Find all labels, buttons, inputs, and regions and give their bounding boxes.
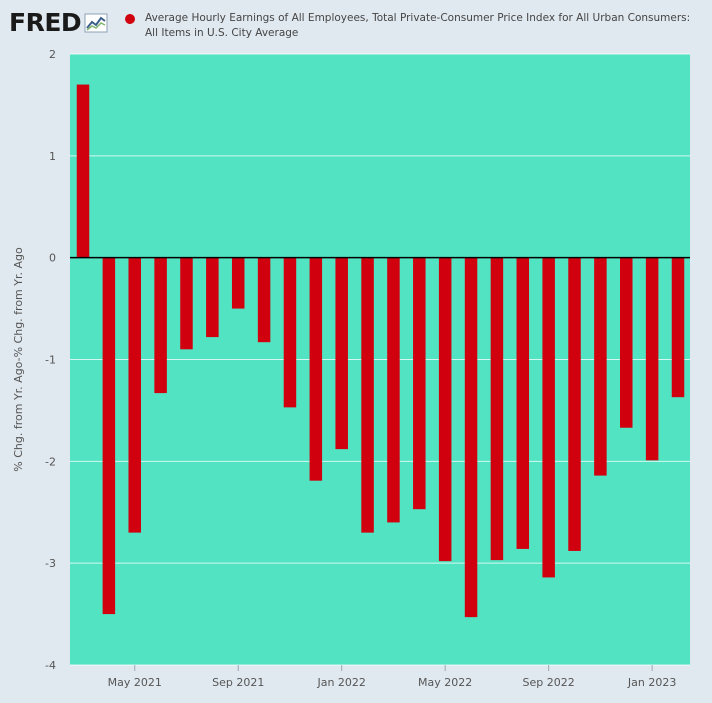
bar [516,257,530,549]
bar [76,84,90,258]
bar [309,257,323,481]
x-tick-label: Jan 2023 [627,676,676,689]
bar [464,257,478,618]
fred-logo[interactable]: FRED [9,8,108,37]
x-tick-label: Sep 2021 [212,676,264,689]
bar [257,257,271,343]
y-axis-label: % Chg. from Yr. Ago-% Chg. from Yr. Ago [12,247,25,472]
y-tick-label: -2 [45,455,56,468]
bar [128,257,141,533]
bar [231,257,245,309]
x-tick-label: May 2022 [418,676,472,689]
bar [206,257,219,338]
bar [594,257,607,476]
x-tick-label: May 2021 [108,676,162,689]
y-tick-label: 1 [49,150,56,163]
y-tick-labels: 2 1 0 -1 -2 -3 -4 [45,48,56,672]
y-tick-label: 0 [49,252,56,265]
bar [645,257,659,461]
legend-label: Average Hourly Earnings of All Employees… [145,12,691,39]
bar [413,257,426,510]
y-tick-label: -3 [45,557,56,570]
bar [154,257,167,394]
y-tick-label: 2 [49,48,56,61]
bar [335,257,348,450]
line-graph-icon [84,13,108,32]
gridlines [70,53,690,666]
bar [671,257,685,398]
bar [568,257,581,551]
bar [361,257,374,533]
bar [438,257,452,562]
bar [283,257,297,408]
legend-marker [125,14,135,24]
logo-text: FRED [9,8,82,37]
bar [387,257,400,523]
x-tick-labels: May 2021 Sep 2021 Jan 2022 May 2022 Sep 2022… [108,665,676,689]
bars [76,84,685,618]
bar [180,257,193,350]
x-tick-label: Jan 2022 [316,676,365,689]
bar [102,257,116,615]
x-tick-label: Sep 2022 [523,676,575,689]
bar [490,257,504,561]
y-tick-label: -1 [45,354,56,367]
chart-header: FRED Average Hourly Earnings of All Empl… [0,0,712,50]
bar [542,257,555,578]
y-tick-label: -4 [45,659,56,672]
bar [620,257,633,428]
